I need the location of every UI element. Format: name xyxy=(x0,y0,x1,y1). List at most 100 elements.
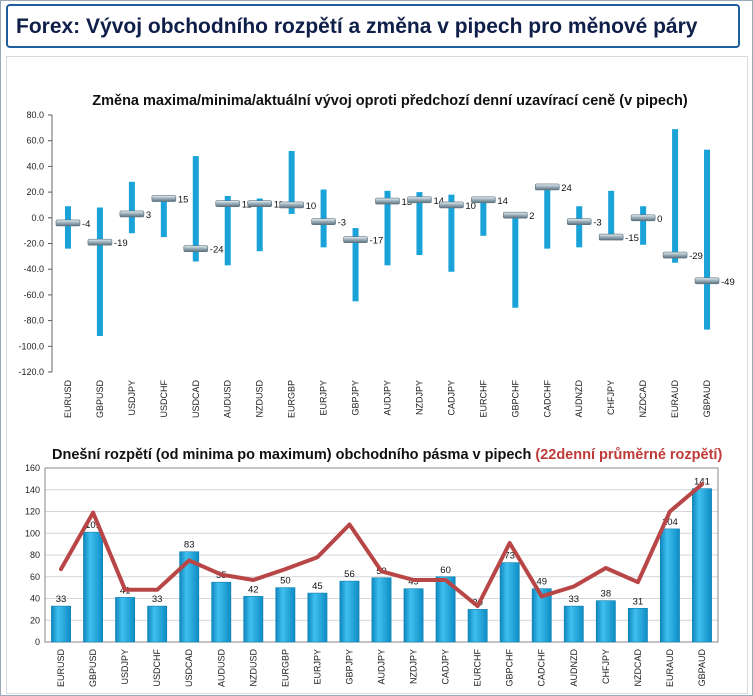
current-marker xyxy=(279,201,304,209)
category-label: CADJPY xyxy=(446,380,456,416)
y-tick-label: -40.0 xyxy=(23,264,44,274)
current-value-label: -3 xyxy=(338,218,346,229)
range-bar xyxy=(435,576,456,643)
current-marker xyxy=(471,196,496,204)
chart2-title-suffix: (22denní průměrné rozpětí) xyxy=(535,447,722,463)
category-label: AUDJPY xyxy=(383,380,393,416)
current-marker xyxy=(119,210,145,218)
current-marker xyxy=(566,218,592,225)
category-label: NZDUSD xyxy=(255,380,265,418)
bar-value-label: 49 xyxy=(408,577,419,588)
range-bar xyxy=(243,596,264,643)
current-marker xyxy=(662,251,688,259)
current-value-label: -29 xyxy=(689,251,703,262)
bar-value-label: 83 xyxy=(184,540,195,551)
range-bar xyxy=(115,597,136,643)
category-label: AUDUSD xyxy=(223,380,233,419)
current-value-label: 14 xyxy=(433,196,444,207)
current-marker xyxy=(503,211,528,219)
category-label: GBPUSD xyxy=(95,380,105,419)
category-label: GBPAUD xyxy=(697,649,707,687)
category-label: NZDCAD xyxy=(638,380,648,418)
category-label: NZDJPY xyxy=(414,380,424,415)
range-bar xyxy=(692,488,712,643)
bar-value-label: 49 xyxy=(536,577,547,588)
y-tick-label: 0 xyxy=(35,637,40,647)
category-label: GBPCHF xyxy=(505,649,515,687)
y-tick-label: -120.0 xyxy=(18,367,44,377)
current-marker xyxy=(375,197,400,205)
category-label: EURGBP xyxy=(280,649,290,687)
category-label: EURAUD xyxy=(665,649,675,688)
bar-value-label: 42 xyxy=(248,584,259,595)
current-value-label: 11 xyxy=(274,200,284,211)
current-value-label: -24 xyxy=(210,245,224,256)
daily-range-chart: 16014012010080604020033EURUSD101GBPUSD41… xyxy=(25,463,719,688)
current-value-label: -17 xyxy=(370,236,384,247)
range-bar xyxy=(147,605,168,643)
range-bar xyxy=(64,206,71,249)
page-title: Forex: Vývoj obchodního rozpětí a změna … xyxy=(16,15,698,38)
current-marker xyxy=(311,218,336,225)
y-tick-label: 80.0 xyxy=(26,110,44,120)
category-label: EURAUD xyxy=(670,380,680,419)
current-value-label: 14 xyxy=(497,196,508,207)
category-label: CHFJPY xyxy=(606,380,616,415)
range-bar xyxy=(224,195,231,266)
current-value-label: 10 xyxy=(465,201,476,212)
range-bar xyxy=(595,600,616,643)
range-bar xyxy=(51,605,71,643)
category-label: GBPJPY xyxy=(344,649,354,685)
bar-value-label: 141 xyxy=(694,477,710,488)
range-bar xyxy=(371,577,392,643)
bar-value-label: 101 xyxy=(85,520,101,531)
current-value-label: -4 xyxy=(82,219,90,230)
bar-value-label: 38 xyxy=(601,589,612,600)
range-bar xyxy=(192,156,199,262)
range-bar xyxy=(563,605,584,643)
range-bar xyxy=(352,228,359,302)
bar-value-label: 60 xyxy=(440,565,451,576)
range-bar xyxy=(448,194,455,272)
category-label: EURCHF xyxy=(478,379,488,417)
chart2-title: Dnešní rozpětí (od minima po maximum) ob… xyxy=(52,447,722,463)
y-tick-label: -100.0 xyxy=(18,341,44,351)
bar-value-label: 73 xyxy=(504,551,515,562)
current-marker xyxy=(439,201,464,209)
y-tick-label: 120 xyxy=(25,507,40,517)
y-tick-label: 60.0 xyxy=(26,136,44,146)
range-bar xyxy=(467,609,488,643)
category-label: USDJPY xyxy=(127,380,137,416)
average-range-line xyxy=(59,482,704,609)
range-bar xyxy=(576,206,583,248)
category-label: NZDCAD xyxy=(633,649,643,687)
category-label: EURUSD xyxy=(56,649,66,688)
range-bar xyxy=(211,581,232,643)
category-label: AUDJPY xyxy=(377,649,387,685)
current-value-label: -49 xyxy=(721,277,735,288)
y-tick-label: 140 xyxy=(25,485,40,495)
y-tick-label: 20 xyxy=(30,615,40,625)
bar-value-label: 56 xyxy=(344,569,355,580)
bar-value-label: 33 xyxy=(152,594,163,605)
range-bar xyxy=(83,531,103,643)
y-tick-label: 80 xyxy=(30,550,40,560)
category-label: USDCHF xyxy=(159,379,169,417)
range-bar xyxy=(499,562,520,643)
y-tick-label: -20.0 xyxy=(23,239,44,249)
current-value-label: -19 xyxy=(114,238,128,249)
range-bar xyxy=(275,587,296,643)
y-tick-label: 60 xyxy=(30,572,40,582)
bar-value-label: 33 xyxy=(56,594,67,605)
chart1-title: Změna maxima/minima/aktuální vývoj oprot… xyxy=(92,93,688,109)
range-bar xyxy=(640,206,647,245)
category-label: AUDNZD xyxy=(574,380,584,418)
category-label: USDCHF xyxy=(152,648,162,686)
current-marker xyxy=(630,214,656,222)
y-tick-label: 160 xyxy=(25,463,40,473)
current-marker xyxy=(55,219,81,227)
current-value-label: 13 xyxy=(402,197,413,208)
current-marker xyxy=(407,196,432,204)
range-bar xyxy=(160,195,167,238)
category-label: EURJPY xyxy=(319,380,329,416)
